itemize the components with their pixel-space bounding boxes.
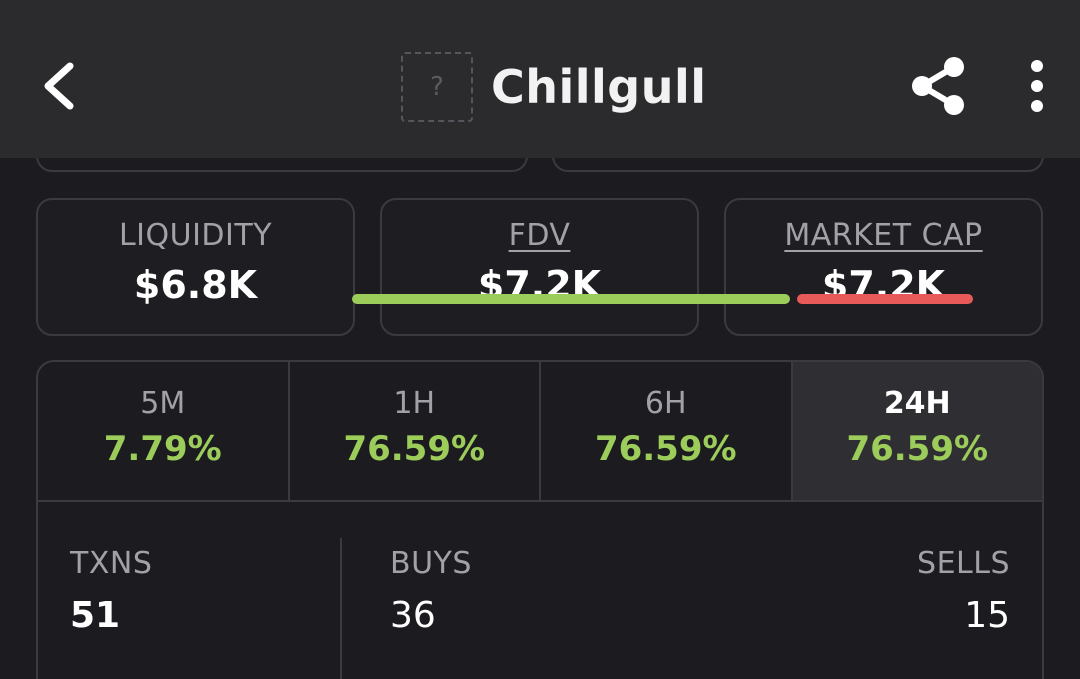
market-cap-label[interactable]: MARKET CAP [784,218,983,253]
question-mark-icon: ? [430,72,444,102]
tab-1h[interactable]: 1H 76.59% [290,362,541,500]
liquidity-value: $6.8K [133,263,258,307]
txns-stat: TXNS 51 [70,546,152,636]
tab-label: 1H [393,386,436,421]
more-vertical-icon [1031,60,1043,112]
tab-label: 6H [644,386,687,421]
price-change: 76.59% [594,429,737,469]
timeframe-tabs: 5M 7.79% 1H 76.59% 6H 76.59% 24H 76.59% [38,362,1042,502]
app-header: ? Chillgull [0,0,1080,158]
timeframe-panel: 5M 7.79% 1H 76.59% 6H 76.59% 24H 76.59% … [36,360,1044,679]
liquidity-card: LIQUIDITY $6.8K [36,198,355,336]
price-change: 76.59% [343,429,486,469]
fdv-label[interactable]: FDV [508,218,571,253]
tab-label: 24H [883,386,951,421]
txns-value: 51 [70,595,121,636]
liquidity-label: LIQUIDITY [118,218,273,253]
tab-5m[interactable]: 5M 7.79% [38,362,290,500]
share-icon [912,57,964,115]
more-options-button[interactable] [1020,58,1054,114]
buys-bar [352,294,790,304]
buys-stat: BUYS 36 [390,546,472,636]
tab-label: 5M [140,386,186,421]
buys-label: BUYS [390,546,472,581]
price-change: 7.79% [103,429,222,469]
transactions-section: TXNS 51 BUYS 36 SELLS 15 [38,502,1042,679]
sells-value: 15 [964,595,1010,636]
share-button[interactable] [906,54,970,118]
fdv-card[interactable]: FDV $7.2K [380,198,699,336]
chevron-left-icon [44,62,74,110]
market-cap-card[interactable]: MARKET CAP $7.2K [724,198,1043,336]
sells-stat: SELLS 15 [917,546,1010,636]
back-button[interactable] [36,56,88,116]
token-name: Chillgull [491,60,707,114]
token-title: ? Chillgull [401,52,707,122]
sells-label: SELLS [917,546,1010,581]
tab-6h[interactable]: 6H 76.59% [541,362,793,500]
sells-bar [797,294,973,304]
price-change: 76.59% [846,429,989,469]
token-logo-placeholder: ? [401,52,473,122]
tab-24h[interactable]: 24H 76.59% [792,362,1042,500]
buys-value: 36 [390,595,436,636]
divider [340,538,342,679]
txns-label: TXNS [70,546,153,581]
